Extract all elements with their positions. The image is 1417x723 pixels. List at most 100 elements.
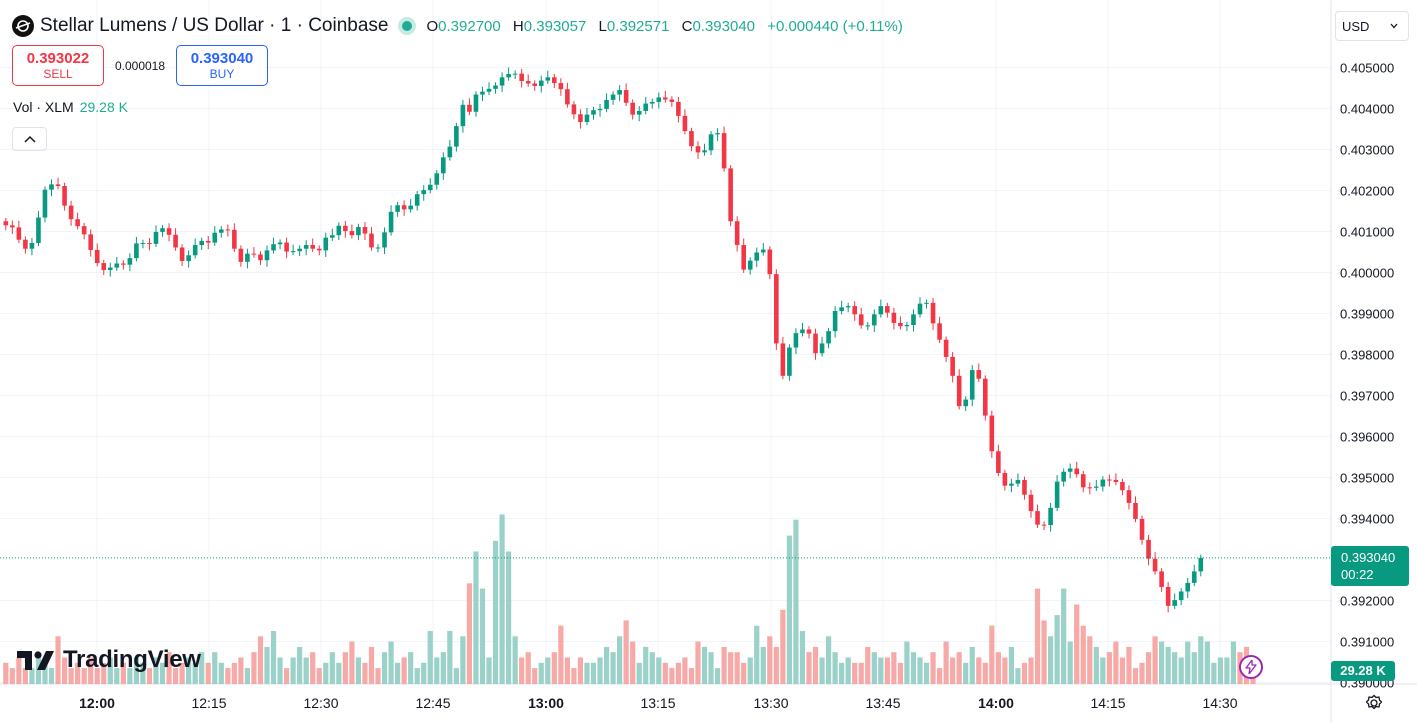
volume-bar bbox=[368, 646, 375, 684]
candle-body bbox=[885, 306, 890, 313]
y-tick-label: 0.397000 bbox=[1340, 389, 1394, 404]
collapse-legend-button[interactable] bbox=[12, 127, 47, 151]
candle bbox=[1061, 468, 1066, 487]
candle-body bbox=[663, 97, 668, 100]
candle bbox=[251, 247, 257, 258]
candle bbox=[369, 226, 374, 251]
symbol-title[interactable]: Stellar Lumens / US Dollar · 1 · Coinbas… bbox=[40, 15, 389, 36]
candle bbox=[75, 212, 80, 230]
volume-bar bbox=[434, 657, 440, 684]
volume-bar bbox=[728, 652, 734, 684]
candle bbox=[238, 245, 244, 267]
volume-bar bbox=[94, 668, 100, 684]
candle bbox=[362, 222, 368, 241]
candle bbox=[36, 211, 41, 247]
candle bbox=[205, 236, 211, 250]
volume-bar bbox=[375, 668, 381, 684]
volume-bar bbox=[140, 662, 146, 684]
volume-bar bbox=[133, 657, 139, 684]
chevron-up-icon bbox=[23, 135, 36, 143]
candle bbox=[1054, 475, 1060, 512]
bar-countdown: 00:22 bbox=[1341, 567, 1374, 582]
volume-bar bbox=[871, 652, 877, 684]
volume-bar bbox=[440, 652, 446, 684]
candle bbox=[760, 242, 766, 256]
candle bbox=[663, 90, 668, 103]
volume-bar bbox=[656, 657, 662, 684]
volume-bar bbox=[512, 636, 518, 684]
candle bbox=[23, 236, 28, 254]
y-tick-label: 0.403000 bbox=[1340, 143, 1394, 158]
candle-body bbox=[1002, 472, 1008, 486]
candle bbox=[839, 300, 844, 315]
open-value: 0.392700 bbox=[438, 17, 501, 35]
candle-body bbox=[441, 157, 446, 174]
candle bbox=[55, 177, 61, 190]
trade-buttons: 0.393022 SELL 0.000018 0.393040 BUY bbox=[12, 45, 268, 86]
volume-bar bbox=[107, 657, 113, 684]
volume-bar bbox=[636, 662, 642, 684]
candle bbox=[996, 444, 1001, 477]
candle-body bbox=[1198, 557, 1204, 572]
volume-bar bbox=[101, 662, 107, 684]
volume-bar bbox=[976, 657, 982, 684]
candle bbox=[924, 299, 929, 309]
lightning-icon[interactable] bbox=[1239, 655, 1263, 679]
candle bbox=[1094, 479, 1099, 492]
candle bbox=[571, 101, 577, 120]
candle bbox=[793, 328, 799, 355]
candle-body bbox=[493, 85, 498, 89]
candle-body bbox=[225, 229, 231, 231]
volume-bar bbox=[1021, 662, 1028, 684]
candle bbox=[826, 327, 831, 349]
volume-bar bbox=[793, 519, 799, 684]
candle bbox=[316, 245, 322, 256]
candle bbox=[950, 352, 955, 383]
tradingview-logo[interactable]: TradingView bbox=[17, 646, 201, 674]
high-value: 0.393057 bbox=[523, 17, 587, 35]
candle bbox=[447, 140, 453, 161]
candle bbox=[480, 86, 485, 102]
candle-body bbox=[3, 221, 9, 226]
candle-body bbox=[480, 91, 485, 95]
candle-body bbox=[499, 77, 505, 86]
candle bbox=[937, 316, 942, 344]
volume-bar bbox=[55, 636, 61, 684]
volume-bar bbox=[662, 662, 668, 684]
volume-bar bbox=[1041, 620, 1047, 684]
currency-select[interactable]: USD bbox=[1335, 11, 1409, 41]
candle bbox=[499, 72, 505, 93]
volume-bar bbox=[832, 652, 838, 684]
volume-bar bbox=[486, 657, 492, 684]
market-open-indicator bbox=[402, 21, 413, 31]
buy-button[interactable]: 0.393040 BUY bbox=[176, 45, 268, 86]
volume-legend[interactable]: Vol · XLM 29.28 K bbox=[13, 99, 128, 115]
gear-icon[interactable] bbox=[1364, 693, 1384, 713]
volume-bar bbox=[1224, 657, 1230, 684]
candle bbox=[29, 238, 35, 256]
candle-body bbox=[519, 73, 524, 82]
volume-bar bbox=[1204, 641, 1210, 684]
candle-body bbox=[427, 184, 433, 191]
candle bbox=[1126, 485, 1132, 510]
volume-bar bbox=[1139, 662, 1145, 684]
candle bbox=[408, 199, 413, 213]
sell-button[interactable]: 0.393022 SELL bbox=[12, 45, 104, 86]
candle bbox=[1113, 473, 1119, 486]
candle-body bbox=[832, 311, 838, 332]
volume-bar bbox=[708, 652, 714, 684]
x-tick-label: 13:30 bbox=[753, 695, 788, 711]
candle bbox=[1035, 504, 1040, 528]
candle-body bbox=[963, 399, 969, 407]
candle-body bbox=[578, 114, 583, 123]
volume-bar bbox=[590, 662, 597, 684]
volume-bar bbox=[205, 662, 211, 684]
volume-bar bbox=[349, 641, 355, 684]
candle-body bbox=[127, 258, 133, 265]
candle bbox=[983, 375, 988, 421]
candle-body bbox=[232, 229, 237, 249]
candle-body bbox=[395, 205, 400, 212]
candle bbox=[1100, 476, 1106, 492]
volume-bar bbox=[584, 662, 590, 684]
